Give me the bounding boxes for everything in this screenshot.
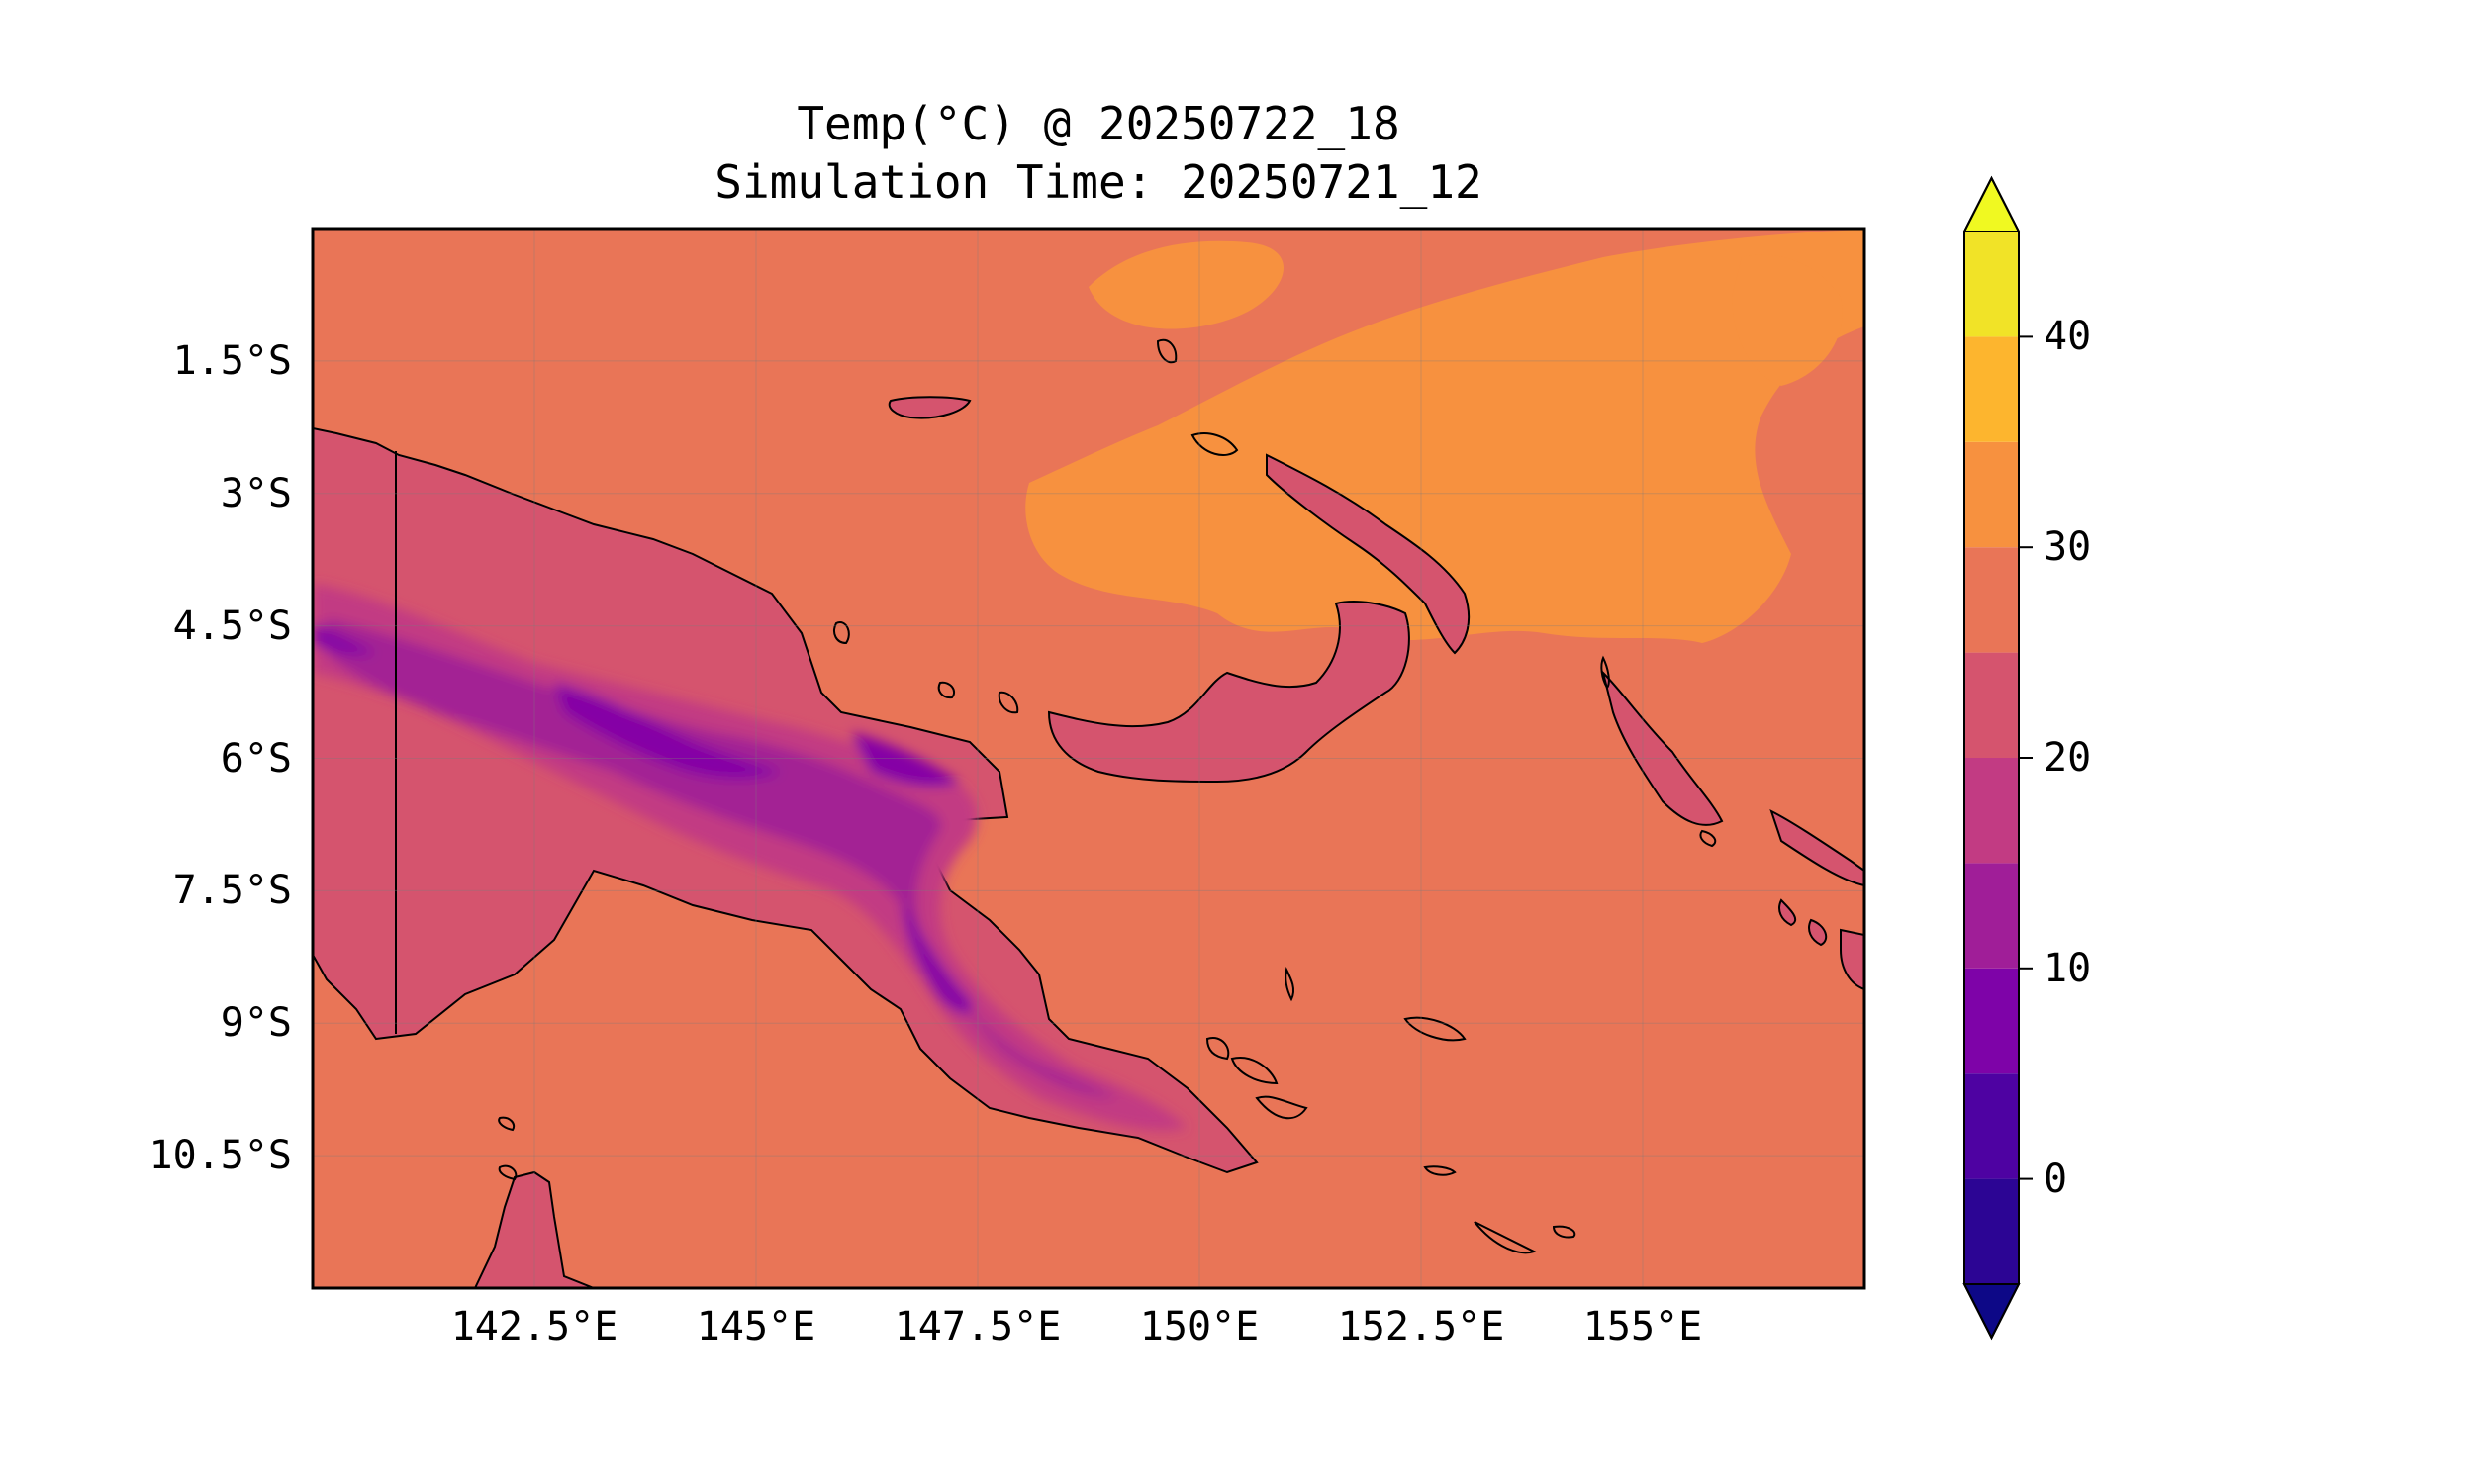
colorbar-segment (1964, 652, 2019, 758)
solomon-islands (1769, 809, 1864, 991)
colorbar-under-arrow (1962, 1283, 2021, 1341)
lon-tick-label: 145°E (696, 1304, 816, 1349)
colorbar-segment (1964, 758, 2019, 864)
lon-tick-label: 142.5°E (450, 1304, 618, 1349)
map-frame (311, 227, 1866, 1290)
new-ireland-island (1266, 453, 1471, 655)
highland-cold-region (313, 584, 1188, 1131)
colorbar-segment (1964, 232, 2019, 337)
lon-tick-label: 147.5°E (894, 1304, 1062, 1349)
bougainville-island (1601, 669, 1724, 826)
warm-temperature-region (1025, 230, 1864, 643)
colorbar-segment (1964, 863, 2019, 969)
colorbar-segment (1964, 1178, 2019, 1284)
lat-tick-label: 7.5°S (172, 868, 292, 914)
map-subtitle: Simulation Time: 20250721_12 (714, 155, 1482, 209)
colorbar-segment (1964, 1073, 2019, 1179)
colorbar-segment (1964, 336, 2019, 442)
colorbar-segment (1964, 547, 2019, 653)
colorbar-segment (1964, 968, 2019, 1074)
lat-tick-label: 4.5°S (172, 603, 292, 649)
colorbar-tick-label: 0 (2044, 1156, 2068, 1202)
colorbar-tick-label: 10 (2044, 945, 2092, 991)
lat-tick-label: 10.5°S (148, 1133, 293, 1179)
lat-tick-label: 6°S (220, 735, 292, 782)
lat-tick-label: 9°S (220, 1000, 292, 1047)
colorbar-over-arrow (1962, 175, 2021, 232)
colorbar (1962, 175, 2033, 1341)
cape-york-landmass (473, 1170, 595, 1288)
colorbar-tick-label: 30 (2044, 524, 2092, 571)
colorbar-tick-label: 40 (2044, 314, 2092, 360)
lat-tick-label: 3°S (220, 470, 292, 516)
map-title: Temp(°C) @ 20250722_18 (797, 97, 1400, 150)
new-britain-island (1047, 601, 1410, 784)
lon-tick-label: 150°E (1139, 1304, 1260, 1349)
lat-tick-label: 1.5°S (172, 337, 292, 384)
small-islands (498, 338, 1717, 1254)
colorbar-segment (1964, 441, 2019, 548)
manus-island (888, 396, 972, 419)
gridlines (313, 229, 1864, 1288)
colorbar-frame (1963, 175, 2020, 1341)
colorbar-tick-label: 20 (2044, 735, 2092, 781)
lon-tick-label: 152.5°E (1337, 1304, 1505, 1349)
lon-tick-label: 155°E (1582, 1304, 1703, 1349)
